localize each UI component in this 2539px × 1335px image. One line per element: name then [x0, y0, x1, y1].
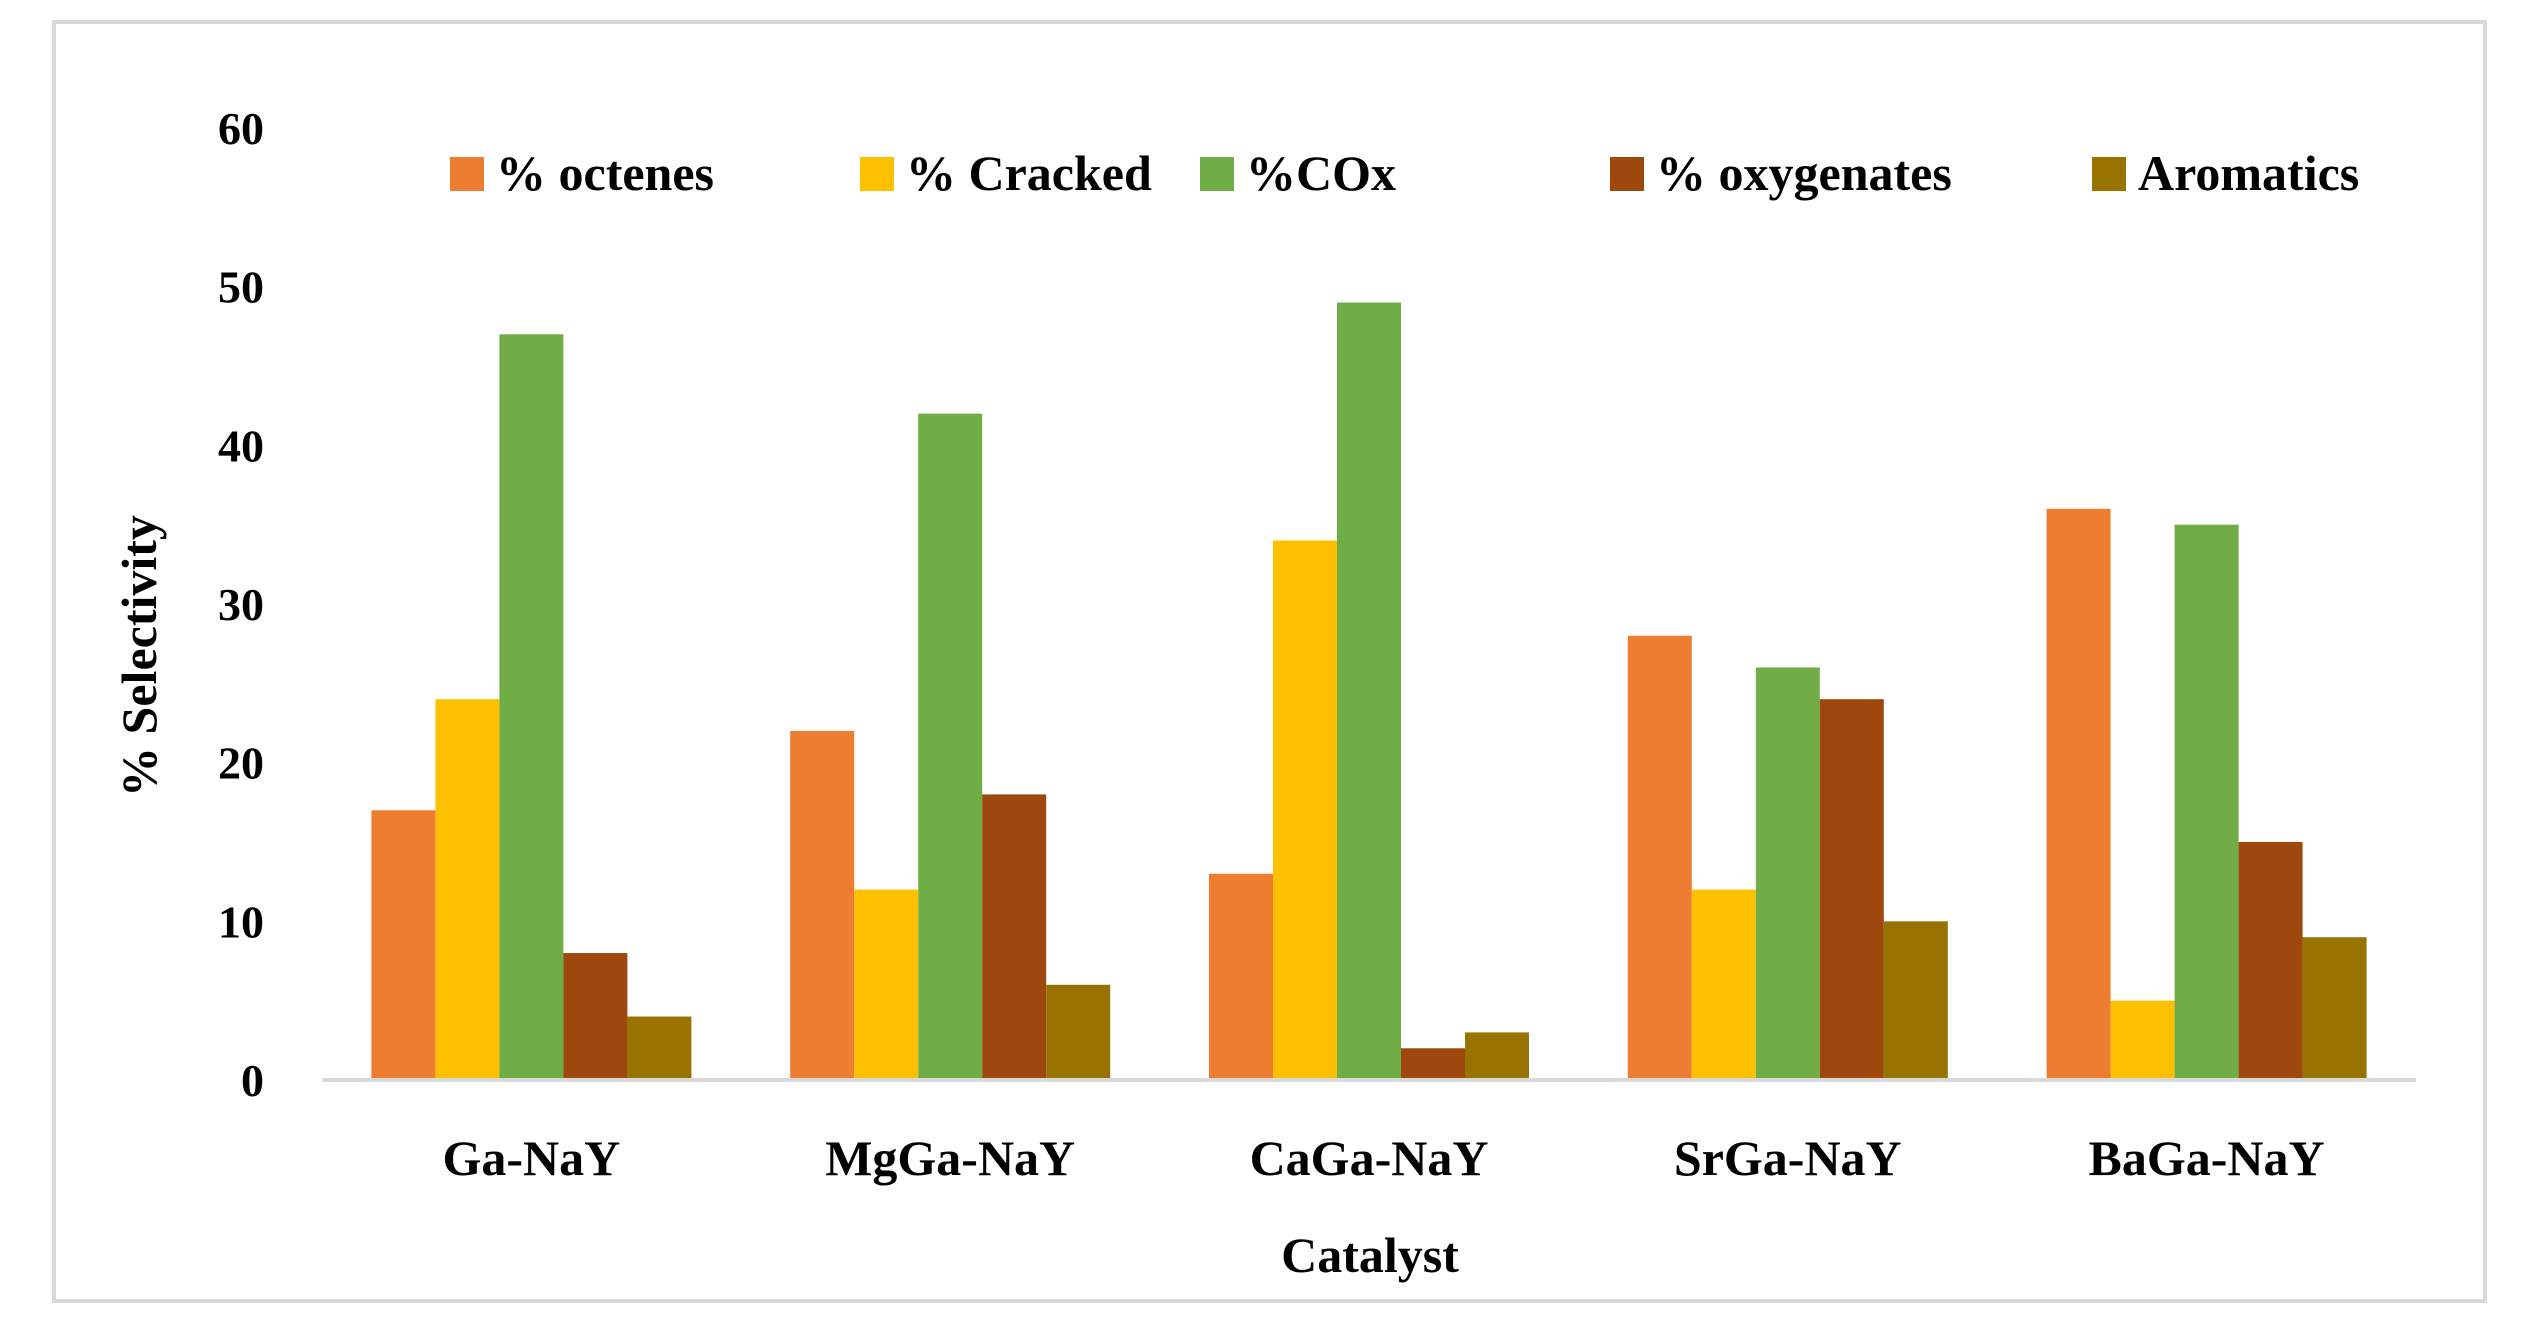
bar: [790, 730, 855, 1080]
bar: [1401, 1048, 1465, 1080]
bar: [627, 1016, 692, 1080]
legend-label: Aromatics: [2138, 145, 2359, 201]
legend-swatch: [860, 157, 894, 191]
bar: [1046, 984, 1111, 1080]
x-tick-label: CaGa-NaY: [1250, 1130, 1489, 1186]
bar: [2174, 524, 2239, 1080]
bar: [1209, 873, 1273, 1080]
bar: [1883, 921, 1948, 1080]
bar: [982, 794, 1047, 1080]
legend-swatch: [1610, 157, 1644, 191]
bar: [1627, 635, 1692, 1080]
bar: [499, 334, 564, 1080]
y-axis-title: % Selectivity: [111, 515, 167, 797]
bar: [854, 889, 919, 1080]
y-tick-label: 10: [218, 896, 264, 947]
legend-label: % oxygenates: [1656, 145, 1952, 201]
x-axis-title: Catalyst: [1281, 1227, 1459, 1283]
bar: [2110, 1000, 2175, 1080]
x-tick-label: BaGa-NaY: [2089, 1130, 2325, 1186]
bar: [2046, 508, 2111, 1080]
bar-chart: 0 10 20 30 40 50 60 Ga-NaY MgGa-NaY CaGa-NaY SrGa…: [111, 103, 2416, 1283]
bar: [2302, 937, 2367, 1080]
x-tick-label: MgGa-NaY: [825, 1130, 1075, 1186]
legend-label: % octenes: [496, 145, 714, 201]
chart-frame: 0 10 20 30 40 50 60 Ga-NaY MgGa-NaY CaGa-NaY SrGa…: [52, 20, 2487, 1303]
legend-label: % Cracked: [906, 145, 1152, 201]
bars-group: [371, 302, 2367, 1081]
bar: [1819, 699, 1884, 1080]
y-tick-labels: 0 10 20 30 40 50 60: [218, 103, 264, 1106]
y-tick-label: 50: [218, 262, 264, 313]
legend-swatch: [450, 157, 484, 191]
bar: [371, 810, 436, 1080]
legend-swatch: [1200, 157, 1234, 191]
bar: [1465, 1032, 1529, 1080]
bar: [563, 953, 628, 1080]
legend-swatch: [2092, 157, 2126, 191]
bar: [1755, 667, 1820, 1080]
y-tick-label: 40: [218, 420, 264, 471]
y-tick-label: 0: [241, 1055, 264, 1106]
bar: [1273, 540, 1337, 1080]
legend: % octenes % Cracked %COx % oxygenates Aromat…: [450, 145, 2359, 201]
y-tick-label: 30: [218, 579, 264, 630]
x-tick-label: SrGa-NaY: [1674, 1130, 1902, 1186]
legend-label: %COx: [1246, 145, 1396, 201]
bar: [1691, 889, 1756, 1080]
bar: [918, 413, 983, 1081]
x-tick-label: Ga-NaY: [443, 1130, 621, 1186]
x-tick-labels: Ga-NaY MgGa-NaY CaGa-NaY SrGa-NaY BaGa-NaY: [443, 1130, 2325, 1186]
y-tick-label: 60: [218, 103, 264, 154]
bar: [2238, 842, 2303, 1080]
bar: [1337, 302, 1401, 1080]
y-tick-label: 20: [218, 738, 264, 789]
bar: [435, 699, 500, 1080]
